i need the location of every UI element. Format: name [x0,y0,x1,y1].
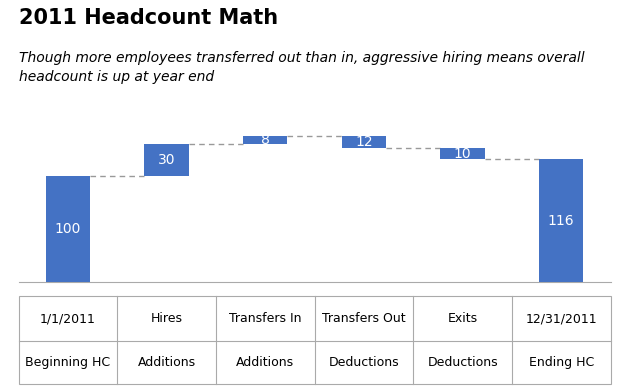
Bar [46,176,90,282]
Text: 1/1/2011: 1/1/2011 [40,312,96,325]
Text: Transfers In: Transfers In [229,312,302,325]
Text: 100: 100 [55,222,81,236]
Text: Beginning HC: Beginning HC [26,356,110,369]
Text: 116: 116 [548,214,574,228]
Text: Transfers Out: Transfers Out [322,312,406,325]
Text: Deductions: Deductions [328,356,399,369]
Text: Ending HC: Ending HC [528,356,594,369]
Text: Though more employees transferred out than in, aggressive hiring means overall
h: Though more employees transferred out th… [19,51,584,84]
Text: Deductions: Deductions [427,356,498,369]
Text: Additions: Additions [236,356,294,369]
Text: 8: 8 [261,133,270,147]
Bar [539,159,583,282]
Text: Exits: Exits [447,312,478,325]
Text: Additions: Additions [138,356,196,369]
Text: 12/31/2011: 12/31/2011 [525,312,597,325]
Bar [440,149,485,159]
Bar [342,136,386,149]
Text: Hires: Hires [151,312,183,325]
Text: 10: 10 [454,147,472,161]
Bar [243,136,287,144]
Text: 12: 12 [355,135,373,149]
Bar [145,144,189,176]
Text: 2011 Headcount Math: 2011 Headcount Math [19,8,278,28]
Text: 30: 30 [158,153,176,167]
